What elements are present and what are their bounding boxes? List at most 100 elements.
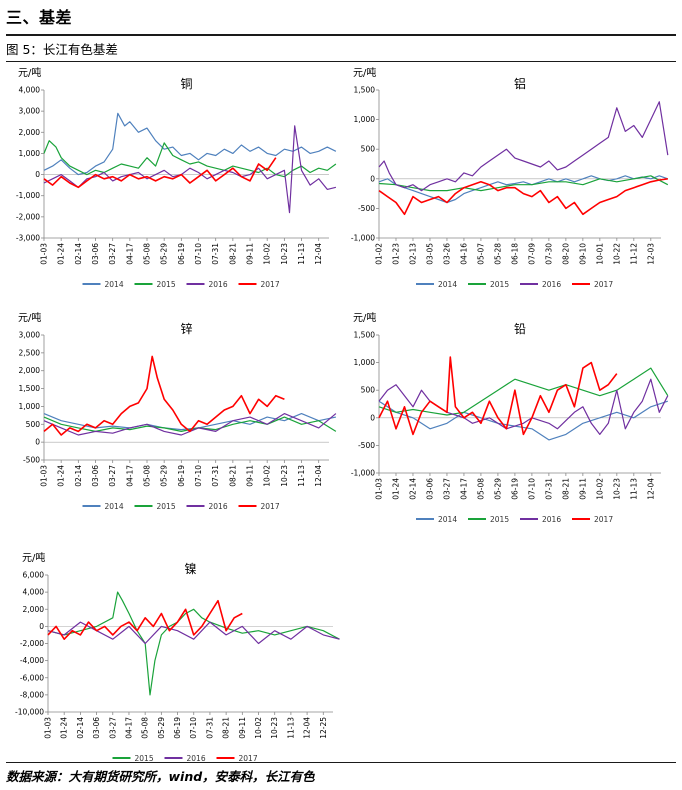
legend-label-2017: 2017 bbox=[594, 515, 613, 524]
legend-label-2017: 2017 bbox=[261, 280, 280, 289]
x-tick-label: 06-19 bbox=[177, 243, 186, 265]
x-tick-label: 05-29 bbox=[160, 465, 169, 487]
legend-label-2017: 2017 bbox=[594, 280, 613, 289]
y-tick-label: 0 bbox=[370, 413, 375, 422]
x-tick-label: 11-13 bbox=[286, 717, 295, 739]
series-line-2017 bbox=[378, 356, 618, 436]
y-unit-label: 元/吨 bbox=[353, 311, 376, 324]
y-tick-label: 2,500 bbox=[19, 348, 41, 357]
x-tick-label: 02-14 bbox=[76, 717, 85, 739]
y-tick-label: 2,000 bbox=[19, 366, 41, 375]
y-unit-label: 元/吨 bbox=[353, 66, 376, 79]
y-tick-label: -6,000 bbox=[20, 673, 44, 682]
y-tick-label: -10,000 bbox=[15, 708, 44, 717]
figure-title: 图 5：长江有色基差 bbox=[6, 42, 118, 57]
x-tick-label: 06-18 bbox=[510, 243, 519, 265]
x-tick-label: 07-31 bbox=[211, 243, 220, 265]
series-line-2015 bbox=[47, 591, 340, 696]
series-line-2014 bbox=[378, 400, 668, 441]
x-tick-label: 07-10 bbox=[527, 478, 536, 500]
x-tick-label: 06-19 bbox=[510, 478, 519, 500]
zinc-svg: 元/吨锌 -500 0 500 1,000 1,500 2,000 2,500 3,000 01-… bbox=[18, 311, 337, 511]
x-tick-label: 07-31 bbox=[205, 717, 214, 739]
y-tick-label: 0 bbox=[370, 174, 375, 183]
y-tick-label: -1,000 bbox=[351, 469, 375, 478]
legend-label-2014: 2014 bbox=[438, 515, 457, 524]
series-line-2015 bbox=[378, 175, 669, 192]
series-line-2015 bbox=[378, 367, 669, 416]
x-tick-label: 08-21 bbox=[228, 243, 237, 265]
y-tick-label: 4,000 bbox=[19, 86, 41, 95]
legend-label-2016: 2016 bbox=[209, 502, 228, 511]
y-tick-label: 500 bbox=[361, 386, 376, 395]
x-tick-label: 05-29 bbox=[160, 243, 169, 265]
aluminum-basis-chart: 元/吨铝 -1,000 -500 0 500 1,000 1,500 01-02 01-23 02… bbox=[343, 60, 678, 295]
y-tick-label: 2,000 bbox=[19, 128, 41, 137]
x-tick-label: 05-28 bbox=[493, 243, 502, 265]
legend-label-2014: 2014 bbox=[105, 280, 124, 289]
x-tick-label: 12-04 bbox=[314, 465, 323, 487]
y-tick-label: -8,000 bbox=[20, 690, 44, 699]
y-tick-label: 1,000 bbox=[19, 402, 41, 411]
x-tick-label: 05-29 bbox=[157, 717, 166, 739]
legend-label-2014: 2014 bbox=[105, 502, 124, 511]
x-tick-label: 12-04 bbox=[303, 717, 312, 739]
series-line-2014 bbox=[378, 175, 668, 204]
x-tick-label: 01-24 bbox=[60, 717, 69, 739]
x-tick-label: 02-13 bbox=[408, 243, 417, 265]
x-tick-label: 03-06 bbox=[425, 478, 434, 500]
x-tick-label: 03-27 bbox=[442, 478, 451, 500]
x-tick-label: 06-19 bbox=[173, 717, 182, 739]
x-tick-label: 10-23 bbox=[270, 717, 279, 739]
x-tick-label: 05-08 bbox=[141, 717, 150, 739]
x-tick-label: 11-13 bbox=[297, 243, 306, 265]
y-tick-label: -2,000 bbox=[20, 639, 44, 648]
x-tick-label: 07-10 bbox=[194, 465, 203, 487]
y-tick-label: 6,000 bbox=[23, 571, 45, 580]
report-header: 三、基差 图 5：长江有色基差 bbox=[6, 4, 676, 62]
x-tick-label: 12-04 bbox=[314, 243, 323, 265]
x-tick-label: 04-16 bbox=[459, 243, 468, 265]
x-tick-label: 09-11 bbox=[578, 478, 587, 500]
y-tick-label: 1,000 bbox=[354, 115, 376, 124]
y-tick-label: -2,000 bbox=[16, 212, 40, 221]
x-tick-label: 10-02 bbox=[595, 478, 604, 500]
x-tick-label: 01-03 bbox=[40, 465, 49, 487]
chart-title: 铜 bbox=[180, 76, 192, 91]
legend-label-2015: 2015 bbox=[490, 280, 509, 289]
x-tick-label: 07-30 bbox=[544, 243, 553, 265]
zinc-basis-chart: 元/吨锌 -500 0 500 1,000 1,500 2,000 2,500 3,000 01-… bbox=[6, 305, 341, 525]
x-tick-label: 07-09 bbox=[527, 243, 536, 265]
y-tick-label: 0 bbox=[39, 622, 44, 631]
chart-title: 镍 bbox=[184, 562, 196, 576]
legend-label-2015: 2015 bbox=[490, 515, 509, 524]
series-line-2016 bbox=[43, 125, 337, 214]
x-tick-label: 05-08 bbox=[476, 478, 485, 500]
y-tick-label: 0 bbox=[35, 170, 40, 179]
y-tick-label: -500 bbox=[358, 441, 375, 450]
y-unit-label: 元/吨 bbox=[22, 551, 45, 564]
lead-svg: 元/吨铅 -1,000 -500 0 500 1,000 1,500 01-03 01-24 02… bbox=[351, 311, 669, 524]
legend-label-2015: 2015 bbox=[135, 754, 154, 763]
x-tick-label: 01-23 bbox=[391, 243, 400, 265]
y-tick-label: 2,000 bbox=[23, 605, 45, 614]
x-tick-label: 04-17 bbox=[124, 717, 133, 739]
y-unit-label: 元/吨 bbox=[18, 66, 41, 79]
x-tick-label: 08-21 bbox=[561, 478, 570, 500]
copper-svg: 元/吨铜 -3,000 -2,000 -1,000 0 1,000 2,000 3,000 4,… bbox=[16, 66, 337, 289]
x-tick-label: 03-06 bbox=[91, 465, 100, 487]
y-tick-label: -1,000 bbox=[351, 234, 375, 243]
x-tick-label: 02-14 bbox=[74, 243, 83, 265]
x-tick-label: 10-01 bbox=[595, 243, 604, 265]
section-title: 三、基差 bbox=[6, 8, 73, 27]
x-tick-label: 01-03 bbox=[375, 478, 384, 500]
y-tick-label: -4,000 bbox=[20, 656, 44, 665]
x-tick-label: 01-02 bbox=[375, 243, 384, 265]
x-tick-label: 10-02 bbox=[254, 717, 263, 739]
x-tick-label: 10-23 bbox=[612, 478, 621, 500]
legend-label-2015: 2015 bbox=[157, 502, 176, 511]
series-line-2017 bbox=[378, 178, 668, 216]
x-tick-label: 03-06 bbox=[92, 717, 101, 739]
y-tick-label: -500 bbox=[358, 204, 375, 213]
x-tick-label: 05-08 bbox=[143, 243, 152, 265]
